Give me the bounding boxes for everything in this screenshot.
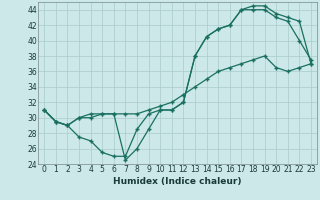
- X-axis label: Humidex (Indice chaleur): Humidex (Indice chaleur): [113, 177, 242, 186]
